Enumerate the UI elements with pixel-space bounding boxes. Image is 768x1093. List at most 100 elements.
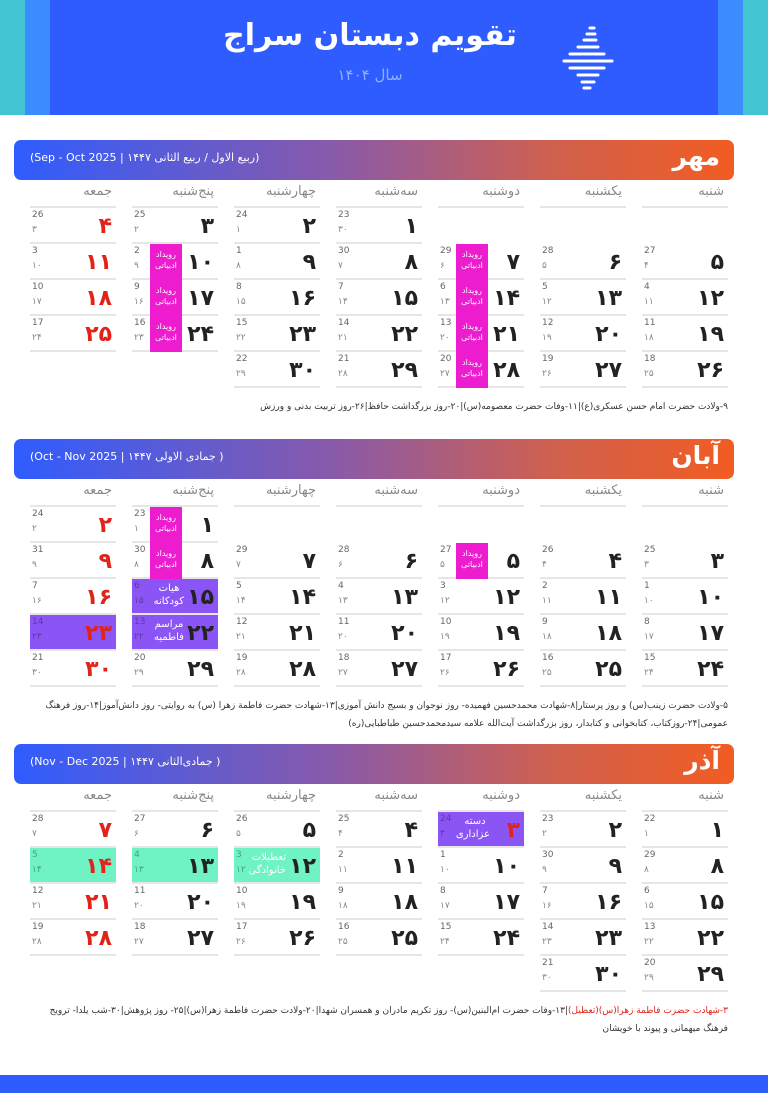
day-cell[interactable]: ۲۶ 17 ۲۶ [438,651,524,687]
day-cell[interactable]: ۱۱ 2 ۱۱ [540,579,626,615]
day-cell[interactable]: ۲۶ 17 ۲۶ [234,920,320,956]
day-cell[interactable]: ۹ 30 ۹ [540,848,626,884]
day-cell[interactable]: ۸ 29 ۸ [642,848,728,884]
hijri-date: ۱۰ [644,596,654,606]
day-cell[interactable]: ۲۱ 13 ۲۰ رویداد ادبیاتی [438,316,524,352]
day-cell[interactable]: ۲۰ 11 ۲۰ [132,884,218,920]
day-cell[interactable]: ۱۵ 6 ۱۵ هیات کودکانه [132,579,218,615]
day-cell[interactable]: ۲۹ 20 ۲۹ [132,651,218,687]
day-cell[interactable]: ۴ 25 ۴ [336,812,422,848]
day-cell[interactable]: ۱۴ 5 ۱۴ [234,579,320,615]
day-cell[interactable]: ۱۳ 4 ۱۳ [336,579,422,615]
day-cell[interactable]: ۴ 26 ۳ [30,208,116,244]
day-cell[interactable]: ۱ 23 ۳۰ [336,208,422,244]
day-cell[interactable]: ۲ 23 ۲ [540,812,626,848]
day-cell[interactable]: ۲۱ 12 ۲۱ [30,884,116,920]
hijri-date: ۲۴ [644,668,654,678]
day-cell[interactable]: ۲۵ 17 ۲۴ [30,316,116,352]
month-name: مهر [672,142,720,171]
day-cell[interactable]: ۲ 24 ۲ [30,507,116,543]
day-cell[interactable]: ۲۵ 16 ۲۵ [336,920,422,956]
day-cell[interactable]: ۱۰ 2 ۹ رویداد ادبیاتی [132,244,218,280]
day-cell[interactable]: ۱۸ 9 ۱۸ [540,615,626,651]
day-cell[interactable]: ۵ 27 ۴ [642,244,728,280]
day-cell[interactable]: ۲۳ 14 ۲۳ [540,920,626,956]
day-cell[interactable]: ۱۰ 1 ۱۰ [642,579,728,615]
day-cell[interactable]: ۱۹ 10 ۱۹ [234,884,320,920]
day-cell[interactable]: ۱۶ 7 ۱۶ [540,884,626,920]
day-cell[interactable]: ۷ 29 ۷ [234,543,320,579]
day-cell[interactable]: ۲۱ 12 ۲۱ [234,615,320,651]
day-cell[interactable]: ۲۸ 19 ۲۸ [30,920,116,956]
day-cell[interactable]: ۲۴ 15 ۲۴ [438,920,524,956]
day-cell[interactable]: ۱ 22 ۱ [642,812,728,848]
day-cell[interactable]: ۲۷ 18 ۲۷ [132,920,218,956]
day-cell[interactable]: ۲۸ 20 ۲۷ رویداد ادبیاتی [438,352,524,388]
day-cell[interactable]: ۱۲ 3 ۱۲ تعطیلات خانوادگی [234,848,320,884]
day-cell[interactable]: ۳ 24 ۳ دسته عزاداری [438,812,524,848]
day-cell[interactable]: ۲۳ 14 ۲۳ [30,615,116,651]
day-cell[interactable]: ۱۹ 10 ۱۹ [438,615,524,651]
day-cell[interactable]: ۱۱ 3 ۱۰ [30,244,116,280]
day-cell[interactable]: ۱۸ 9 ۱۸ [336,884,422,920]
day-cell[interactable]: ۶ 28 ۵ [540,244,626,280]
day-cell[interactable]: ۱۸ 10 ۱۷ [30,280,116,316]
day-cell[interactable]: ۲۷ 18 ۲۷ [336,651,422,687]
event-badge: رویداد ادبیاتی [456,352,488,388]
day-cell[interactable]: ۲۴ 16 ۲۳ رویداد ادبیاتی [132,316,218,352]
day-cell[interactable]: ۲۲ 14 ۲۱ [336,316,422,352]
day-cell[interactable]: ۱۷ 8 ۱۷ [642,615,728,651]
day-cell[interactable]: ۳۰ 22 ۲۹ [234,352,320,388]
day-cell[interactable]: ۷ 28 ۷ [30,812,116,848]
day-cell[interactable]: ۵ 27 ۵ رویداد ادبیاتی [438,543,524,579]
day-cell[interactable]: ۱۶ 7 ۱۶ [30,579,116,615]
day-cell[interactable]: ۹ 1 ۸ [234,244,320,280]
day-cell[interactable]: ۲۲ 13 ۲۲ مراسم فاطمیه [132,615,218,651]
day-cell[interactable]: ۱۶ 8 ۱۵ [234,280,320,316]
day-cell[interactable]: ۳۰ 21 ۳۰ [30,651,116,687]
day-cell[interactable]: ۲ 24 ۱ [234,208,320,244]
day-cell[interactable]: ۵ 26 ۵ [234,812,320,848]
day-cell[interactable]: ۱۷ 9 ۱۶ رویداد ادبیاتی [132,280,218,316]
day-cell[interactable]: ۲۵ 16 ۲۵ [540,651,626,687]
day-cell[interactable]: ۱۵ 7 ۱۴ [336,280,422,316]
day-cell[interactable]: ۲۶ 18 ۲۵ [642,352,728,388]
day-cell[interactable]: ۱۷ 8 ۱۷ [438,884,524,920]
day-cell[interactable]: ۳ 25 ۲ [132,208,218,244]
day-cell[interactable]: ۲۰ 12 ۱۹ [540,316,626,352]
day-cell[interactable]: ۲۸ 19 ۲۸ [234,651,320,687]
day-cell[interactable]: ۲۳ 15 ۲۲ [234,316,320,352]
day-cell[interactable]: ۲۷ 19 ۲۶ [540,352,626,388]
day-cell[interactable]: ۳ 25 ۳ [642,543,728,579]
day-cell[interactable]: ۲۹ 21 ۲۸ [336,352,422,388]
day-cell[interactable]: ۷ 29 ۶ رویداد ادبیاتی [438,244,524,280]
gregorian-date: 26 [32,210,44,220]
day-cell[interactable]: ۱۵ 6 ۱۵ [642,884,728,920]
day-cell[interactable]: ۸ 30 ۷ [336,244,422,280]
hijri-date: ۸ [236,261,241,271]
month-name: آذر [684,746,720,775]
day-cell[interactable]: ۲۹ 20 ۲۹ [642,956,728,992]
day-cell[interactable]: ۲۲ 13 ۲۲ [642,920,728,956]
day-cell[interactable]: ۱۲ 4 ۱۱ [642,280,728,316]
day-cell[interactable]: ۱۰ 1 ۱۰ [438,848,524,884]
day-cell[interactable]: ۱۴ 6 ۱۳ رویداد ادبیاتی [438,280,524,316]
day-cell[interactable]: ۱ 23 ۱ رویداد ادبیاتی [132,507,218,543]
day-cell[interactable]: ۱۴ 5 ۱۴ [30,848,116,884]
day-cell[interactable]: ۱۹ 11 ۱۸ [642,316,728,352]
day-cell[interactable]: ۱۳ 5 ۱۲ [540,280,626,316]
day-cell[interactable]: ۶ 27 ۶ [132,812,218,848]
day-cell[interactable]: ۹ 31 ۹ [30,543,116,579]
day-cell[interactable]: ۱۳ 4 ۱۳ [132,848,218,884]
gregorian-date: 8 [644,617,650,627]
day-cell[interactable]: ۳۰ 21 ۳۰ [540,956,626,992]
day-cell[interactable]: ۴ 26 ۴ [540,543,626,579]
gregorian-date: 12 [236,617,248,627]
day-cell[interactable]: ۲۰ 11 ۲۰ [336,615,422,651]
day-cell[interactable]: ۶ 28 ۶ [336,543,422,579]
event-badge: رویداد ادبیاتی [150,280,182,316]
day-cell[interactable]: ۸ 30 ۸ رویداد ادبیاتی [132,543,218,579]
day-cell[interactable]: ۱۲ 3 ۱۲ [438,579,524,615]
day-cell[interactable]: ۲۴ 15 ۲۴ [642,651,728,687]
day-cell[interactable]: ۱۱ 2 ۱۱ [336,848,422,884]
